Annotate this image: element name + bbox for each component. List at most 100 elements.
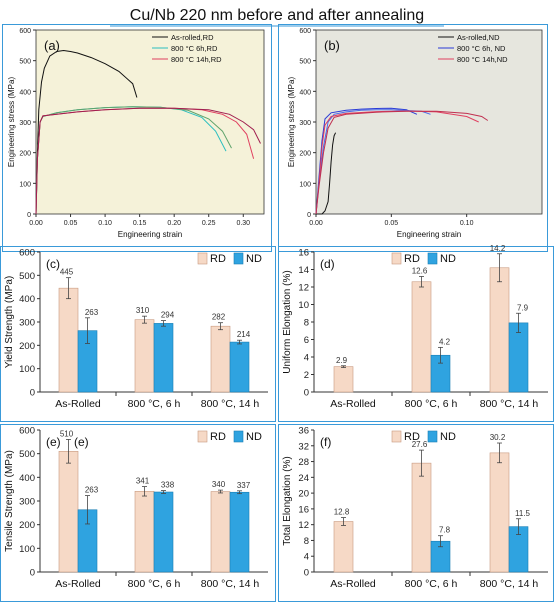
panel-d-uniform-elongation: 0 2 4 6 8 10 12 14 16 Uniform Elongation (%) As-Ro… <box>278 244 554 422</box>
y-tick-label: 400 <box>19 294 35 305</box>
y-tick-label: 0 <box>30 568 35 579</box>
legend-label: ND <box>246 431 262 443</box>
y-tick-label: 0 <box>307 212 311 219</box>
legend-swatch-rd <box>197 252 208 265</box>
bar-nd <box>153 323 174 393</box>
y-tick-label: 600 <box>19 248 35 259</box>
y-axis-label: Total Elongation (%) <box>282 456 293 546</box>
y-tick-label: 0 <box>30 388 35 399</box>
x-tick-label: 0.00 <box>29 220 43 227</box>
category-label: 800 °C, 6 h <box>405 398 458 410</box>
legend-label: 800 °C 14h,RD <box>171 55 222 64</box>
bar-rd <box>333 521 354 573</box>
data-label: 14.2 <box>490 244 506 253</box>
category-label: 800 °C, 14 h <box>201 398 260 410</box>
y-tick-label: 400 <box>19 473 35 484</box>
y-tick-label: 200 <box>19 341 35 352</box>
bar-rd <box>411 462 432 573</box>
y-tick-label: 0 <box>304 568 309 579</box>
x-axis-label: Engineering strain <box>118 230 182 239</box>
panel-frame <box>0 424 276 602</box>
y-tick-label: 16 <box>298 504 309 515</box>
bar-rd <box>411 281 432 393</box>
y-tick-label: 600 <box>19 28 31 35</box>
data-label: 2.9 <box>336 356 348 365</box>
panel-frame <box>2 24 272 252</box>
legend-label: RD <box>404 431 420 443</box>
panel-label: (a) <box>44 38 60 53</box>
bar-rd <box>489 267 510 393</box>
legend-swatch-nd <box>427 430 438 443</box>
series-line-0 <box>316 132 337 215</box>
y-tick-label: 16 <box>298 248 309 259</box>
category-label: As-Rolled <box>55 398 101 410</box>
y-tick-label: 600 <box>19 426 35 437</box>
y-tick-label: 500 <box>19 449 35 460</box>
y-tick-label: 24 <box>298 473 309 484</box>
y-tick-label: 200 <box>299 151 311 158</box>
data-label: 4.2 <box>439 337 451 346</box>
category-label: 800 °C, 6 h <box>405 578 458 590</box>
data-label: 30.2 <box>490 433 506 442</box>
data-label: 214 <box>237 330 251 339</box>
series-line-2 <box>315 109 431 215</box>
data-label: 294 <box>161 311 175 320</box>
y-tick-label: 400 <box>299 89 311 96</box>
y-axis-label: Yield Strength (MPa) <box>4 276 15 368</box>
y-tick-label: 600 <box>299 28 311 35</box>
y-tick-label: 200 <box>19 520 35 531</box>
series-line-4 <box>35 107 261 215</box>
y-tick-label: 300 <box>299 120 311 127</box>
panel-label: (d) <box>320 257 335 271</box>
data-label: 510 <box>60 429 74 438</box>
y-tick-label: 12 <box>298 520 309 531</box>
y-tick-label: 10 <box>298 300 309 311</box>
y-tick-label: 4 <box>304 552 309 563</box>
category-label: 800 °C, 14 h <box>480 398 539 410</box>
bar-rd <box>58 450 79 573</box>
data-label: 310 <box>136 306 150 315</box>
panel-c-yield-strength: 0 100 200 300 400 500 600 Yield Strength (MPa) A… <box>0 246 276 422</box>
legend-swatch-nd <box>233 252 244 265</box>
y-tick-label: 0 <box>304 388 309 399</box>
panel-frame <box>0 246 276 422</box>
panel-frame <box>278 24 548 252</box>
bar-nd <box>229 491 250 573</box>
y-tick-label: 36 <box>298 426 309 437</box>
y-tick-label: 300 <box>19 497 35 508</box>
y-axis-label: Engineering stress (MPa) <box>287 77 296 168</box>
legend-swatch-nd <box>427 252 438 265</box>
data-label: 7.8 <box>439 526 451 535</box>
y-tick-label: 28 <box>298 457 309 468</box>
bar-nd <box>153 491 174 573</box>
plot-area <box>35 29 265 215</box>
data-label: 338 <box>161 481 175 490</box>
x-tick-label: 0.10 <box>460 220 474 227</box>
category-label: As-Rolled <box>55 578 101 590</box>
legend-swatch-rd <box>197 430 208 443</box>
panel-a-stress-strain-rd: 0 100 200 300 400 500 600 0.00 0.05 0.10 0.15 0.20 0… <box>2 24 272 252</box>
data-label: 337 <box>237 481 251 490</box>
x-tick-label: 0.15 <box>133 220 147 227</box>
panel-label: (e) <box>46 435 61 449</box>
legend-label: RD <box>404 253 420 265</box>
x-tick-label: 0.30 <box>236 220 250 227</box>
y-tick-label: 500 <box>19 59 31 66</box>
panel-b-stress-strain-nd: 0 100 200 300 400 500 600 0.00 0.05 0.10 Engineeri… <box>278 24 548 252</box>
y-tick-label: 32 <box>298 441 309 452</box>
plot-area <box>315 29 543 215</box>
legend-label: ND <box>440 431 456 443</box>
bar-rd <box>134 490 155 573</box>
y-tick-label: 100 <box>299 181 311 188</box>
y-tick-label: 500 <box>19 271 35 282</box>
legend-label: RD <box>210 431 226 443</box>
x-tick-label: 0.20 <box>167 220 181 227</box>
y-tick-label: 6 <box>304 335 309 346</box>
panel-label: (f) <box>320 435 331 449</box>
y-tick-label: 20 <box>298 489 309 500</box>
legend-label: ND <box>246 253 262 265</box>
y-tick-label: 300 <box>19 120 31 127</box>
panel-f-total-elongation: 0 4 8 12 16 20 24 28 32 36 Total Elongation (%) As-… <box>278 424 554 602</box>
data-label: 12.6 <box>412 267 428 276</box>
